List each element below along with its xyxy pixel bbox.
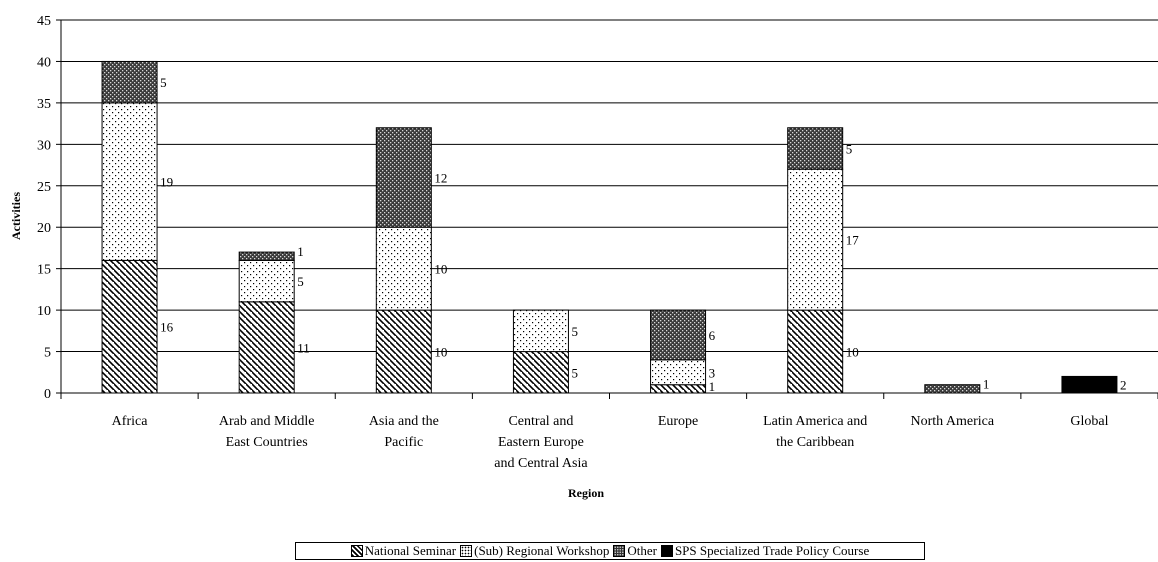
bar-segment-national-seminar <box>787 309 844 394</box>
x-category-label-line: Central and <box>508 414 573 429</box>
data-label: 1 <box>709 379 716 394</box>
x-category-label-line: Pacific <box>384 435 423 450</box>
legend-item: (Sub) Regional Workshop <box>460 543 609 559</box>
data-label: 19 <box>160 175 173 190</box>
bar-segment-other <box>650 309 707 361</box>
gridlines <box>61 19 1158 353</box>
x-category-label: Europe <box>658 414 698 429</box>
y-tick-label: 35 <box>37 97 51 112</box>
x-category-label: Global <box>1070 414 1108 429</box>
x-category-label: Latin America and the Caribbean <box>763 414 867 450</box>
bar-segment-other <box>375 127 432 228</box>
y-tick-label: 25 <box>37 180 51 195</box>
bar-segment-sub-regional-workshop <box>512 309 569 353</box>
data-label: 1 <box>297 244 304 259</box>
bar-segment-other <box>787 127 844 170</box>
data-label: 5 <box>160 75 167 90</box>
legend: National Seminar (Sub) Regional Workshop O… <box>295 542 925 560</box>
x-category-label-line: and Central Asia <box>494 456 588 471</box>
x-category-label: Arab and Middle East Countries <box>219 414 315 450</box>
data-label: 6 <box>709 328 716 343</box>
legend-item: National Seminar <box>350 543 457 559</box>
bar-segment-sub-regional-workshop <box>787 168 844 311</box>
data-label: 5 <box>297 274 304 289</box>
data-label: 12 <box>434 170 447 185</box>
legend-swatch <box>613 545 626 557</box>
x-category-label: Asia and the Pacific <box>369 414 439 450</box>
x-category-label: North America <box>911 414 995 429</box>
bar-segment-other <box>924 384 981 394</box>
bar-segment-national-seminar <box>375 309 432 394</box>
data-label: 10 <box>434 262 447 277</box>
y-tick-label: 45 <box>37 14 51 29</box>
x-category-label-line: Europe <box>658 414 698 429</box>
data-label: 16 <box>160 320 174 335</box>
x-category-label-line: the Caribbean <box>776 435 854 450</box>
legend-swatch <box>660 545 673 557</box>
x-category-label-line: East Countries <box>226 435 308 450</box>
y-axis-title: Activities <box>9 192 23 240</box>
bar-segment-national-seminar <box>101 259 158 394</box>
legend-label: SPS Specialized Trade Policy Course <box>674 543 870 558</box>
data-label: 2 <box>1120 378 1127 393</box>
legend-label: National Seminar <box>364 543 457 558</box>
data-label: 10 <box>846 345 859 360</box>
bar-segment-national-seminar <box>238 301 295 394</box>
legend-item: Other <box>613 543 657 559</box>
data-label: 1 <box>983 377 990 392</box>
y-tick-label: 10 <box>37 304 51 319</box>
bar-segment-sub-regional-workshop <box>650 359 707 386</box>
y-tick-label: 30 <box>37 138 51 153</box>
data-label: 17 <box>846 233 860 248</box>
data-label: 5 <box>846 141 853 156</box>
x-category-label-line: Eastern Europe <box>498 435 584 450</box>
bar-segment-other <box>101 60 158 104</box>
x-axis-title: Region <box>568 486 604 500</box>
data-label: 11 <box>297 340 310 355</box>
data-label: 3 <box>709 365 716 380</box>
x-category-label-line: Latin America and <box>763 414 867 429</box>
bar-segment-sps-specialized-trade-policy-course <box>1061 375 1118 394</box>
bar-segment-sub-regional-workshop <box>375 226 432 311</box>
x-category-label-line: North America <box>911 414 995 429</box>
x-category-label-line: Global <box>1070 414 1108 429</box>
y-tick-label: 40 <box>37 55 51 70</box>
x-category-label-line: Arab and Middle <box>219 414 315 429</box>
x-category-label-line: Asia and the <box>369 414 439 429</box>
y-axis: 0 5 10 15 20 25 30 35 40 45 <box>37 14 62 402</box>
y-tick-label: 20 <box>37 221 51 236</box>
x-category-label: Africa <box>112 414 149 429</box>
y-tick-label: 0 <box>44 387 51 402</box>
bar-segment-other <box>238 251 295 261</box>
legend-swatch <box>460 545 473 557</box>
legend-label: (Sub) Regional Workshop <box>474 543 610 558</box>
x-axis: Africa Arab and Middle East Countries Asia … <box>60 392 1158 471</box>
bar-segment-national-seminar <box>650 384 707 394</box>
legend-label: Other <box>627 543 657 558</box>
bar-segment-sub-regional-workshop <box>238 259 295 303</box>
bar-segment-sub-regional-workshop <box>101 102 158 261</box>
legend-item: SPS Specialized Trade Policy Course <box>660 543 870 559</box>
x-category-label: Central and Eastern Europe and Central Asi… <box>494 414 588 471</box>
data-label: 5 <box>571 324 578 339</box>
data-label: 5 <box>571 365 578 380</box>
y-tick-label: 15 <box>37 263 51 278</box>
x-category-label-line: Africa <box>112 414 149 429</box>
legend-swatch <box>350 545 363 557</box>
bars <box>101 60 1118 394</box>
y-tick-label: 5 <box>44 346 51 361</box>
bar-segment-national-seminar <box>512 351 569 394</box>
data-label: 10 <box>434 345 447 360</box>
